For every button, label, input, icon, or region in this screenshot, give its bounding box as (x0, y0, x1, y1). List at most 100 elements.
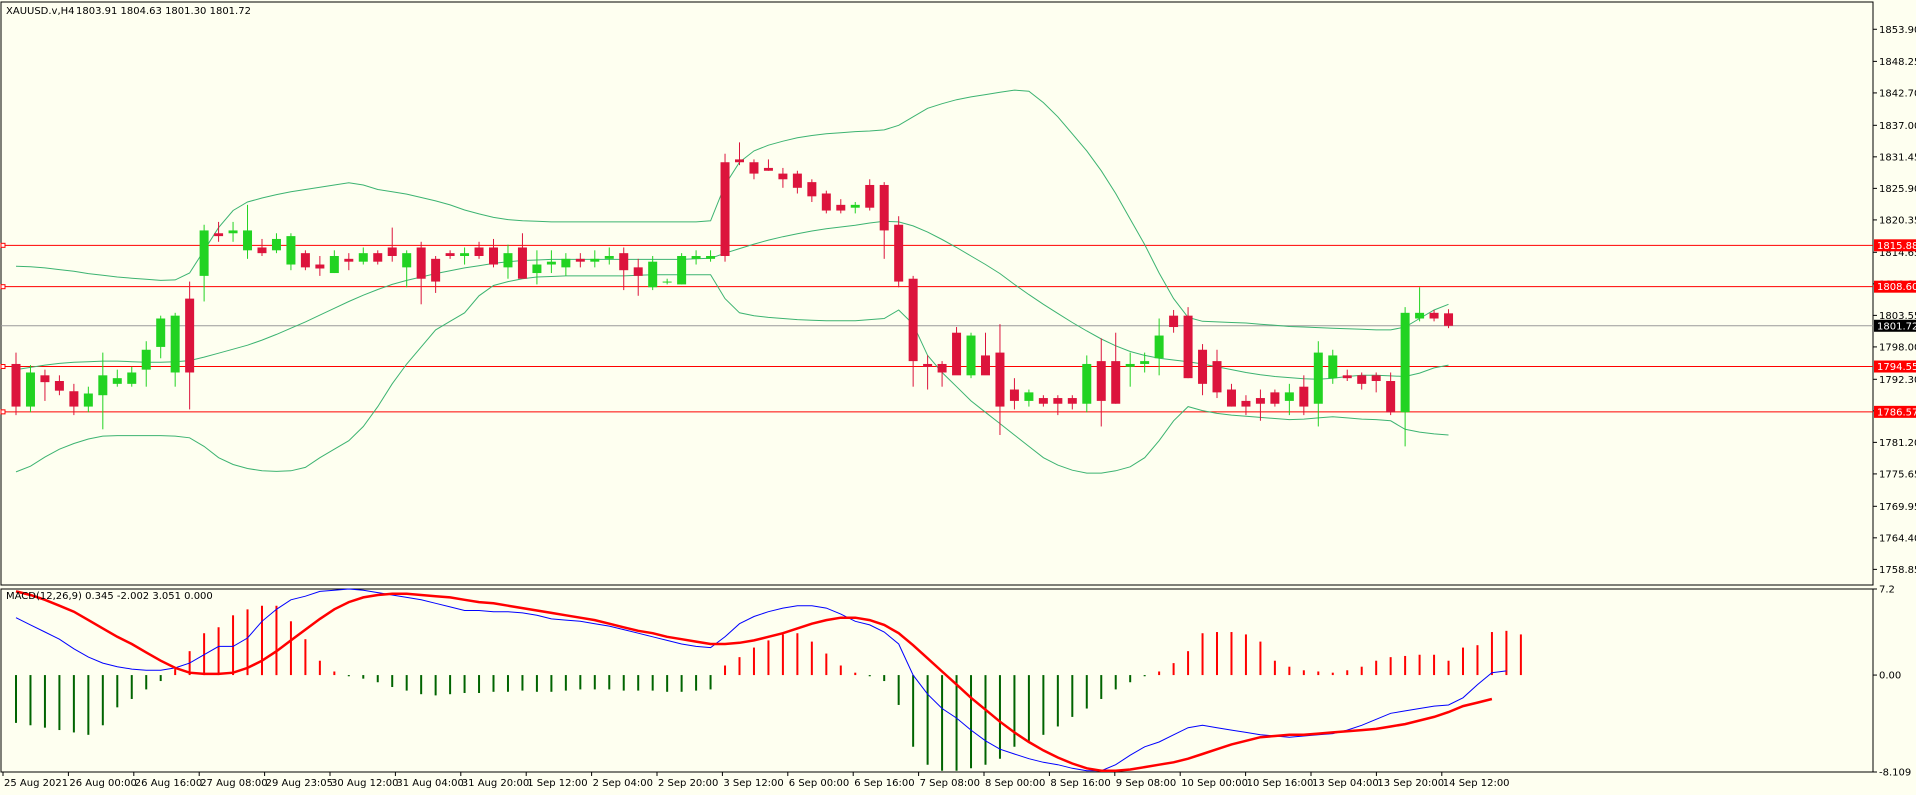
bearish-candle (344, 258, 354, 262)
axis-layer: 1853.90 1848.25 1842.70 1837.00 1831.45 1825.… (2, 25, 1916, 789)
current-price-label: 1801.72 (1877, 321, 1916, 332)
bearish-candle (1067, 398, 1077, 404)
time-tick-label: 8 Sep 16:00 (1050, 778, 1110, 789)
bearish-candle (749, 162, 759, 174)
bearish-candle (1053, 398, 1063, 404)
bearish-candle (879, 184, 889, 231)
price-level-label: 1794.55 (1877, 362, 1916, 373)
bullish-candle (358, 253, 368, 262)
macd-label: MACD(12,26,9) 0.345 -2.002 3.051 0.000 (6, 591, 213, 602)
bullish-candle (83, 393, 93, 407)
bearish-candle (489, 247, 499, 265)
price-tick-label: 1798.00 (1879, 342, 1916, 353)
bearish-candle (40, 375, 50, 383)
price-tick-label: 1831.45 (1879, 152, 1916, 163)
bullish-candle (677, 255, 687, 285)
time-tick-label: 6 Sep 00:00 (789, 778, 849, 789)
bearish-candle (633, 267, 643, 276)
bullish-candle (662, 281, 672, 283)
time-tick-label: 10 Sep 16:00 (1247, 778, 1314, 789)
price-tick-label: 1792.30 (1879, 375, 1916, 386)
bearish-candle (387, 247, 397, 256)
bearish-candle (445, 253, 455, 256)
time-tick-label: 1 Sep 12:00 (527, 778, 587, 789)
bullish-candle (561, 258, 571, 268)
time-tick-label: 2 Sep 20:00 (658, 778, 718, 789)
price-level-handle (0, 242, 6, 248)
bearish-candle (1255, 398, 1265, 404)
price-level-badge (1874, 239, 1916, 252)
bullish-candle (141, 349, 151, 370)
bearish-candle (575, 258, 585, 262)
bearish-candle (1096, 361, 1106, 401)
bullish-candle (228, 230, 238, 234)
bollinger-middle-line (15, 220, 1449, 380)
bearish-candle (300, 253, 310, 268)
time-tick-label: 6 Sep 16:00 (854, 778, 914, 789)
bullish-candle (1082, 363, 1092, 404)
bollinger-lower-line (15, 274, 1449, 474)
bearish-candle (1299, 386, 1309, 407)
price-level-label: 1786.57 (1877, 407, 1916, 418)
bullish-candle (243, 230, 253, 251)
bearish-candle (1342, 375, 1352, 379)
bearish-candle (720, 162, 730, 256)
price-tick-label: 1758.85 (1879, 565, 1916, 576)
bullish-candle (1284, 392, 1294, 401)
time-tick-label: 13 Sep 20:00 (1377, 778, 1444, 789)
bearish-candle (821, 193, 831, 211)
bearish-candle (1226, 389, 1236, 407)
bearish-candle (11, 363, 21, 407)
bearish-candle (1009, 389, 1019, 401)
price-tick-label: 1853.90 (1879, 25, 1916, 36)
price-tick-label: 1769.95 (1879, 502, 1916, 513)
bullish-candle (1328, 355, 1338, 379)
bearish-candle (952, 332, 962, 376)
bearish-candle (257, 247, 267, 254)
bearish-candle (431, 258, 441, 282)
time-tick-label: 31 Aug 20:00 (462, 778, 529, 789)
bullish-candle (112, 378, 122, 384)
bullish-candle (1400, 312, 1410, 413)
price-level-label: 1815.88 (1877, 241, 1916, 252)
price-tick-label: 1848.25 (1879, 57, 1916, 68)
price-level-badge (1874, 280, 1916, 293)
bearish-candle (1357, 375, 1367, 384)
bullish-candle (966, 335, 976, 376)
time-tick-label: 30 Aug 12:00 (331, 778, 398, 789)
bearish-candle (923, 363, 933, 367)
bullish-candle (546, 261, 556, 265)
bearish-candle (763, 167, 773, 171)
bearish-candle (54, 381, 64, 391)
bearish-candle (1429, 312, 1439, 319)
bearish-candle (894, 224, 904, 282)
bearish-candle (735, 159, 744, 163)
bearish-candle (908, 278, 918, 362)
bearish-candle (214, 233, 224, 237)
time-tick-label: 31 Aug 04:00 (396, 778, 463, 789)
price-level-badge (1874, 405, 1916, 418)
bullish-candle (1154, 335, 1164, 359)
symbol-label: XAUUSD.v,H4 (6, 6, 75, 17)
time-tick-label: 7 Sep 08:00 (920, 778, 980, 789)
bearish-candle (517, 247, 527, 279)
bullish-candle (1415, 312, 1425, 319)
bearish-candle (1270, 392, 1280, 404)
bullish-candle (532, 264, 542, 274)
time-tick-label: 9 Sep 08:00 (1116, 778, 1176, 789)
bearish-candle (315, 264, 325, 269)
price-panel[interactable] (0, 1, 1874, 586)
bearish-candle (807, 182, 817, 197)
price-tick-label: 1803.55 (1879, 311, 1916, 322)
bearish-candle (865, 184, 875, 208)
bullish-candle (170, 315, 180, 373)
price-layer (0, 89, 1873, 474)
bearish-candle (980, 355, 990, 376)
current-price-badge (1874, 319, 1916, 332)
bullish-candle (648, 261, 658, 288)
macd-tick-label: 7.2 (1879, 585, 1895, 596)
macd-panel[interactable] (0, 588, 1874, 773)
